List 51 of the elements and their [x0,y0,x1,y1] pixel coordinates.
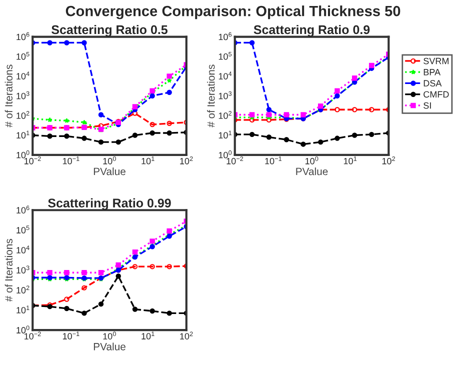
y-tick-label: 10$^{6}$ [218,32,232,40]
x-tick-label: 10$^{0}$ [103,332,116,340]
legend-label: DSA [424,80,442,86]
x-tick-label: 10$^{2}$ [180,332,193,340]
x-tick-label: 10$^{1}$ [142,156,154,164]
x-axis-title: PValue [94,168,126,176]
y-axis-title: # of Iterations [4,64,12,128]
y-axis-title: # of Iterations [4,238,12,302]
x-tick-label: 10$^{2}$ [382,156,396,164]
text: Convergence Comparison: Optical Thickness 50 [66,6,400,20]
chart-subtitle: Scattering Ratio 0.5 [52,24,168,37]
chart-title: Scattering Ratio 0.99 [48,198,171,210]
y-tick-label: 10$^{4}$ [218,72,232,80]
x-tick-label: 10$^{1}$ [344,156,357,164]
y-tick-label: 10$^{2}$ [16,286,30,294]
legend-label: BPA [424,69,441,76]
chart-title: Scattering Ratio 0.9 [254,24,370,37]
legend-label: CMFD [424,91,449,98]
y-tick-label: 10$^{1}$ [16,306,30,314]
y-tick-label: 10$^{3}$ [218,91,232,100]
x-tick-label: 10$^{−1}$ [62,156,80,164]
x-axis-title: PValue [94,342,126,350]
y-tick-label: 10$^{3}$ [16,266,30,274]
y-tick-label: 10$^{3}$ [16,91,30,100]
x-tick-label: 10$^{1}$ [142,332,154,340]
y-tick-label: 10$^{2}$ [218,111,232,119]
x-tick-label: 10$^{−2}$ [24,156,41,164]
y-tick-label: 10$^{6}$ [16,32,30,40]
y-tick-label: 10$^{5}$ [16,52,30,60]
legend-label: SI [424,102,431,109]
y-tick-label: 10$^{5}$ [16,226,30,234]
x-axis-title: PValue [296,168,328,176]
x-tick-label: 10$^{0}$ [103,156,116,164]
y-tick-label: 10$^{2}$ [16,111,30,119]
y-tick-label: 10$^{5}$ [218,52,232,60]
legend-label: SVRM [424,58,448,64]
y-tick-label: 10$^{6}$ [16,206,30,214]
y-axis-title: # of Iterations [207,64,215,128]
x-tick-label: 10$^{−1}$ [265,156,282,164]
y-tick-label: 10$^{1}$ [218,130,232,139]
x-tick-label: 10$^{0}$ [305,156,318,164]
y-tick-label: 10$^{0}$ [218,150,232,158]
y-tick-label: 10$^{0}$ [16,150,30,158]
x-tick-label: 10$^{−2}$ [24,332,41,340]
y-tick-label: 10$^{1}$ [16,130,30,139]
y-tick-label: 10$^{0}$ [16,326,30,334]
y-tick-label: 10$^{4}$ [16,72,30,80]
x-tick-label: 10$^{−1}$ [62,332,80,340]
y-tick-label: 10$^{4}$ [16,246,30,254]
x-tick-label: 10$^{2}$ [180,156,193,164]
x-tick-label: 10$^{−2}$ [226,156,244,164]
